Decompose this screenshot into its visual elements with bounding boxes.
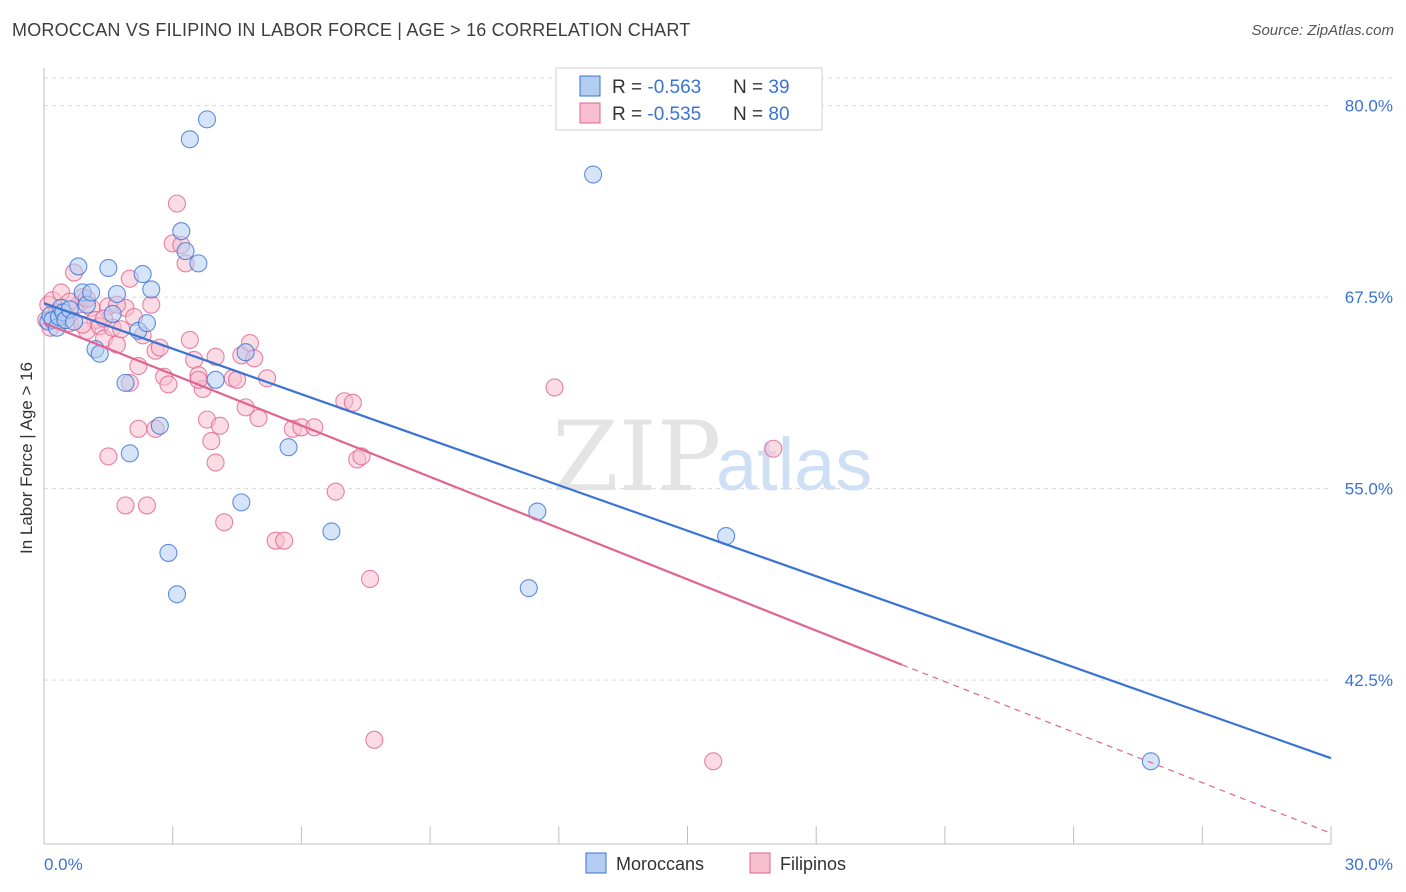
stats-legend: R = -0.563 N = 39 R = -0.535 N = 80: [555, 67, 823, 131]
filipino-point: [326, 482, 345, 501]
legend-r-value-2: -0.535: [647, 104, 701, 125]
filipino-point: [142, 295, 161, 314]
trend-layer: [43, 302, 1332, 834]
axis-layer: 42.5% 55.0% 67.5% 80.0% 0.0% 30.0%: [43, 68, 1393, 874]
moroccan-point: [107, 284, 126, 304]
legend-swatch-moroccans: [579, 75, 601, 97]
filipino-point: [99, 447, 118, 466]
moroccan-point: [232, 493, 251, 512]
filipino-point: [167, 194, 187, 213]
legend-r-value-1: -0.563: [647, 77, 701, 98]
grid-layer: [44, 77, 1393, 681]
y-tick-label: 80.0%: [1345, 97, 1393, 116]
filipino-point: [365, 730, 384, 749]
legend-r-label-2: R =: [612, 104, 647, 125]
moroccan-point: [120, 444, 139, 463]
series-legend: Moroccans Filipinos: [585, 852, 846, 874]
filipino-point: [206, 453, 225, 472]
filipino-point: [116, 496, 135, 515]
moroccan-point: [150, 416, 169, 435]
moroccan-point: [519, 579, 538, 598]
filipino-point: [137, 496, 157, 515]
moroccan-point: [82, 283, 101, 302]
moroccan-point: [142, 280, 161, 299]
filipino-point: [202, 432, 221, 451]
legend-n-value-1: 39: [768, 77, 789, 98]
y-tick-label: 42.5%: [1345, 671, 1393, 690]
filipino-trend-line: [43, 322, 903, 666]
series-legend-label-moroccans: Moroccans: [616, 854, 704, 874]
moroccan-point: [584, 165, 603, 184]
moroccan-point: [322, 522, 341, 541]
moroccan-trend-line: [43, 302, 1332, 760]
moroccan-point: [103, 304, 122, 323]
filipino-point: [215, 513, 234, 532]
moroccan-point: [176, 242, 195, 261]
filipino-point: [129, 419, 148, 438]
y-tick-label: 67.5%: [1345, 288, 1393, 307]
moroccan-point: [236, 343, 255, 362]
legend-n-label-2: N =: [733, 104, 768, 125]
legend-r-label-1: R =: [612, 77, 647, 98]
watermark-zip: ZIP: [552, 401, 721, 513]
moroccan-point: [167, 585, 187, 604]
filipino-trend-extension: [901, 664, 1332, 834]
svg-text:N = 39: N = 39: [733, 77, 790, 98]
chart-title: MOROCCAN VS FILIPINO IN LABOR FORCE | AG…: [12, 20, 691, 40]
moroccan-point: [116, 373, 135, 392]
filipino-point: [704, 752, 723, 771]
series-legend-swatch-moroccans: [585, 852, 607, 874]
moroccan-point: [172, 222, 191, 241]
x-tick-label: 0.0%: [44, 855, 83, 874]
legend-swatch-filipinos: [579, 102, 601, 124]
moroccan-point: [197, 110, 217, 129]
filipino-point: [343, 393, 362, 412]
filipino-point: [360, 569, 380, 589]
source-label: Source: ZipAtlas.com: [1251, 22, 1394, 39]
watermark: ZIP atlas: [552, 401, 872, 513]
filipino-point: [275, 531, 294, 550]
moroccan-point: [279, 438, 298, 457]
moroccan-point: [99, 258, 118, 278]
moroccan-point: [159, 543, 178, 562]
svg-text:R = -0.563: R = -0.563: [612, 77, 701, 98]
legend-n-value-2: 80: [768, 104, 789, 125]
filipino-point: [210, 416, 229, 435]
points-layer: [37, 110, 1160, 771]
filipino-point: [764, 439, 783, 458]
moroccan-point: [189, 254, 208, 273]
moroccan-point: [180, 130, 199, 149]
moroccan-point: [137, 314, 157, 333]
filipino-point: [180, 330, 199, 350]
y-tick-label: 55.0%: [1345, 480, 1393, 499]
filipino-point: [249, 409, 268, 428]
watermark-atlas: atlas: [716, 423, 872, 506]
x-tick-label: 30.0%: [1345, 855, 1393, 874]
svg-text:R = -0.535: R = -0.535: [612, 104, 701, 125]
series-legend-swatch-filipinos: [749, 852, 771, 874]
filipino-point: [159, 375, 178, 394]
filipino-point: [545, 378, 564, 397]
legend-n-label-1: N =: [733, 77, 768, 98]
moroccan-point: [206, 370, 225, 389]
moroccan-point: [69, 257, 88, 276]
series-legend-label-filipinos: Filipinos: [780, 854, 846, 874]
moroccan-point: [1141, 752, 1160, 771]
moroccan-point: [133, 265, 152, 284]
filipino-point: [206, 347, 225, 366]
svg-text:N = 80: N = 80: [733, 104, 790, 125]
